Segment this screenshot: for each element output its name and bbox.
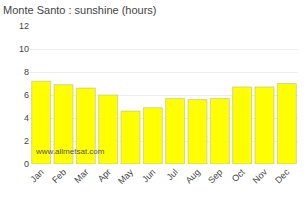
svg-text:Sep: Sep — [206, 167, 224, 185]
svg-text:0: 0 — [24, 159, 29, 169]
svg-text:Oct: Oct — [230, 167, 247, 184]
svg-text:8: 8 — [24, 67, 29, 77]
svg-text:Mar: Mar — [72, 167, 90, 185]
svg-text:May: May — [116, 167, 135, 186]
svg-text:12: 12 — [19, 21, 29, 31]
svg-text:4: 4 — [24, 113, 29, 123]
svg-text:www.allmetsat.com: www.allmetsat.com — [35, 147, 105, 156]
svg-text:Apr: Apr — [96, 167, 113, 184]
svg-text:Jan: Jan — [28, 167, 45, 184]
svg-text:Monte Santo : sunshine (hours): Monte Santo : sunshine (hours) — [3, 4, 156, 16]
svg-text:Dec: Dec — [273, 167, 292, 186]
svg-text:Nov: Nov — [251, 167, 270, 186]
svg-text:10: 10 — [19, 44, 29, 54]
svg-text:Feb: Feb — [50, 167, 68, 185]
svg-text:Jun: Jun — [140, 167, 157, 184]
svg-text:6: 6 — [24, 90, 29, 100]
svg-text:2: 2 — [24, 136, 29, 146]
svg-text:Aug: Aug — [184, 167, 202, 185]
svg-text:Jul: Jul — [165, 167, 180, 182]
